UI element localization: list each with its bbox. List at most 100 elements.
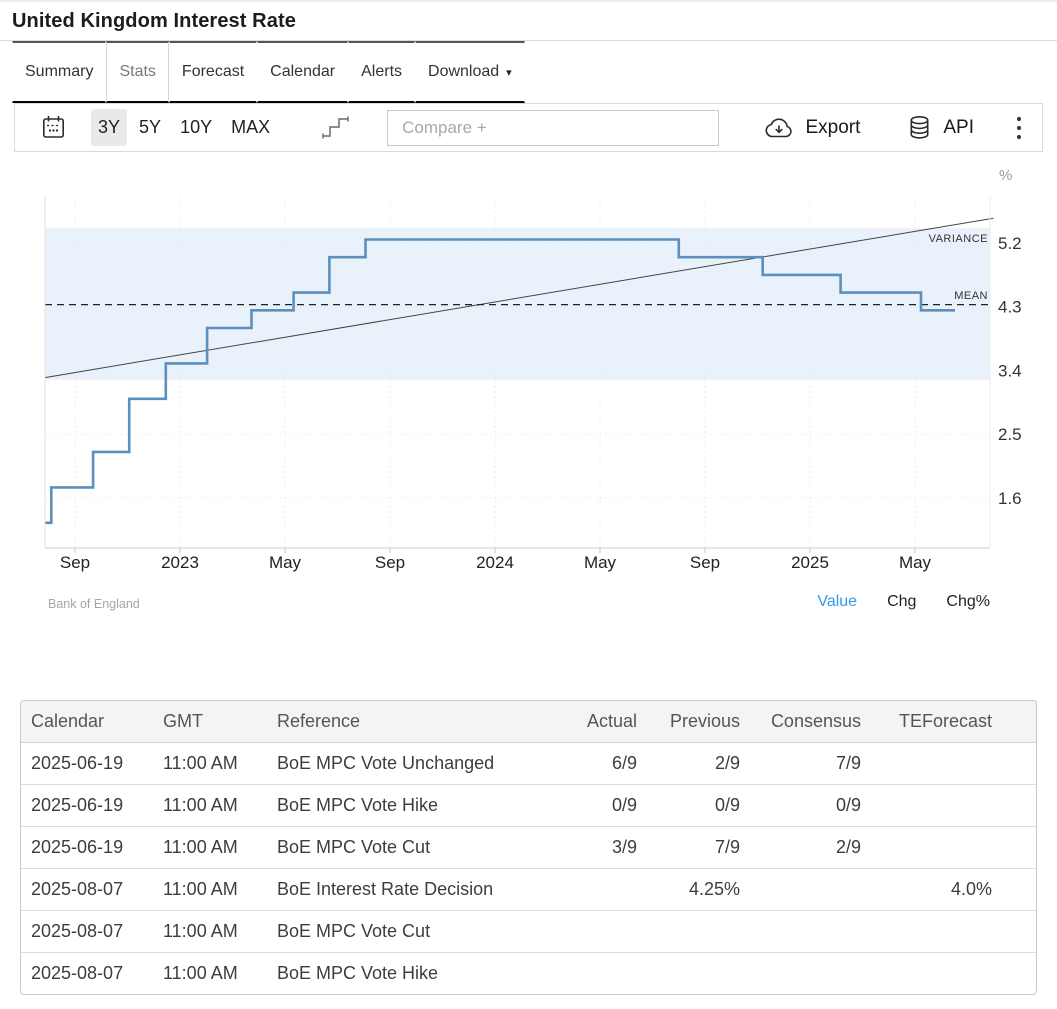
api-button[interactable]: API: [906, 114, 974, 141]
variance-band: [45, 228, 990, 380]
compare-input[interactable]: [387, 109, 720, 146]
mean-label: MEAN: [954, 290, 988, 302]
calendar-table-body: 2025-06-19 11:00 AM BoE MPC Vote Unchanged…: [21, 742, 1036, 994]
table-cell: 3/9: [567, 825, 655, 868]
column-header-reference: Reference: [269, 701, 567, 743]
table-cell: BoE MPC Vote Hike: [269, 783, 567, 826]
range-3y-button[interactable]: 3Y: [91, 109, 128, 146]
tab-label: Stats: [119, 63, 156, 80]
tab-label: Forecast: [181, 63, 245, 80]
table-cell: [881, 909, 1036, 952]
export-label: Export: [805, 116, 861, 138]
table-cell: 2025-06-19: [21, 825, 155, 868]
column-header-previous: Previous: [655, 701, 758, 743]
trend-line: [44, 217, 994, 379]
calendar-table-head: Calendar GMT Reference Actual Previous Consen…: [21, 701, 1036, 743]
tab-label: Calendar: [270, 63, 336, 80]
table-cell: [881, 742, 1036, 784]
table-cell: [567, 867, 655, 910]
tab-calendar[interactable]: Calendar: [257, 41, 349, 103]
table-cell: 2025-08-07: [21, 909, 155, 952]
column-header-consensus: Consensus: [758, 701, 881, 743]
svg-text:May: May: [584, 553, 617, 572]
chart-mode-switcher: Value Chg Chg%: [817, 593, 990, 611]
y-axis-labels: 5.2 4.3 3.4 2.5 1.6: [998, 234, 1022, 508]
table-header-row: Calendar GMT Reference Actual Previous Consen…: [21, 701, 1036, 743]
table-cell: [655, 951, 758, 994]
mode-value-button[interactable]: Value: [817, 593, 858, 610]
range-5y-button[interactable]: 5Y: [132, 109, 168, 146]
table-cell: BoE MPC Vote Cut: [269, 825, 567, 868]
table-cell: BoE MPC Vote Cut: [269, 909, 567, 952]
table-cell: 11:00 AM: [155, 909, 269, 952]
table-cell: 0/9: [567, 783, 655, 826]
table-cell: 11:00 AM: [163, 752, 238, 773]
mode-chgpct-button[interactable]: Chg%: [946, 593, 990, 610]
table-cell: 11:00 AM: [155, 867, 269, 910]
table-cell: [655, 909, 758, 952]
table-cell: 6/9: [611, 752, 637, 773]
range-max-button[interactable]: MAX: [224, 109, 277, 146]
database-icon: [906, 114, 933, 141]
table-cell: [758, 867, 881, 910]
table-cell: BoE MPC Vote Hike: [269, 951, 567, 994]
interest-rate-chart[interactable]: Sep 2023 May Sep 2024 May Sep 2025 May 5.2 4.3 3.4 2…: [0, 152, 1057, 630]
table-cell: 4.0%: [881, 867, 1036, 910]
x-axis-labels: Sep 2023 May Sep 2024 May Sep 2025 May: [60, 548, 932, 572]
tab-stats[interactable]: Stats: [106, 41, 169, 103]
table-cell: 2/9: [758, 825, 881, 868]
table-cell: 11:00 AM: [155, 783, 269, 826]
tab-summary[interactable]: Summary: [12, 41, 107, 103]
table-cell: 2025-08-07: [21, 867, 155, 910]
table-row: 2025-06-19 11:00 AM BoE MPC Vote Unchanged…: [21, 742, 1036, 784]
svg-text:1.6: 1.6: [998, 489, 1022, 508]
svg-text:May: May: [899, 553, 932, 572]
calendar-icon[interactable]: [41, 114, 66, 141]
table-row: 2025-08-07 11:00 AM BoE MPC Vote Cut: [21, 909, 1036, 952]
kebab-menu-icon[interactable]: [1016, 115, 1022, 141]
table-cell: 4.25%: [655, 867, 758, 910]
table-cell: 2025-06-19: [31, 752, 124, 773]
svg-text:May: May: [269, 553, 302, 572]
column-header-gmt: GMT: [155, 701, 269, 743]
column-header-actual: Actual: [567, 701, 655, 743]
range-selector: 3Y 5Y 10Y MAX: [91, 109, 277, 146]
step-line-icon[interactable]: [319, 115, 351, 141]
tab-download[interactable]: Download ▾: [415, 41, 525, 103]
range-10y-button[interactable]: 10Y: [173, 109, 219, 146]
table-cell: 2/9: [714, 752, 740, 773]
table-cell: 7/9: [655, 825, 758, 868]
page-header: United Kingdom Interest Rate: [0, 0, 1057, 41]
calendar-table: Calendar GMT Reference Actual Previous Consen…: [21, 701, 1036, 994]
table-cell: [758, 909, 881, 952]
tab-label: Download: [428, 63, 500, 80]
table-cell: 2025-08-07: [21, 951, 155, 994]
svg-text:5.2: 5.2: [998, 234, 1022, 253]
chart-source: Bank of England: [48, 597, 140, 611]
table-row: 2025-06-19 11:00 AM BoE MPC Vote Hike 0/9 0/…: [21, 783, 1036, 826]
tab-alerts[interactable]: Alerts: [348, 41, 416, 103]
table-cell: [567, 951, 655, 994]
mode-chg-button[interactable]: Chg: [887, 593, 917, 610]
table-row: 2025-08-07 11:00 AM BoE Interest Rate Deci…: [21, 867, 1036, 910]
svg-text:3.4: 3.4: [998, 361, 1022, 380]
svg-text:4.3: 4.3: [998, 298, 1022, 317]
tab-label: Alerts: [361, 63, 403, 80]
table-cell: [758, 951, 881, 994]
toolbar-tools: Export API: [764, 114, 1022, 141]
table-cell: BoE MPC Vote Unchanged: [277, 752, 495, 773]
table-cell: 11:00 AM: [155, 825, 269, 868]
table-cell: [567, 909, 655, 952]
series-line-uk-bank-rate[interactable]: [44, 238, 955, 525]
table-cell: BoE Interest Rate Decision: [269, 867, 567, 910]
export-button[interactable]: Export: [764, 116, 860, 140]
table-row: 2025-08-07 11:00 AM BoE MPC Vote Hike: [21, 951, 1036, 994]
tab-bar: Summary Stats Forecast Calendar Alerts Downlo…: [0, 41, 1057, 103]
table-cell: [881, 825, 1036, 868]
variance-label: VARIANCE: [929, 233, 988, 245]
tab-forecast[interactable]: Forecast: [168, 41, 258, 103]
table-row: 2025-06-19 11:00 AM BoE MPC Vote Cut 3/9 7/9…: [21, 825, 1036, 868]
svg-text:Sep: Sep: [60, 553, 90, 572]
table-cell: 0/9: [758, 783, 881, 826]
